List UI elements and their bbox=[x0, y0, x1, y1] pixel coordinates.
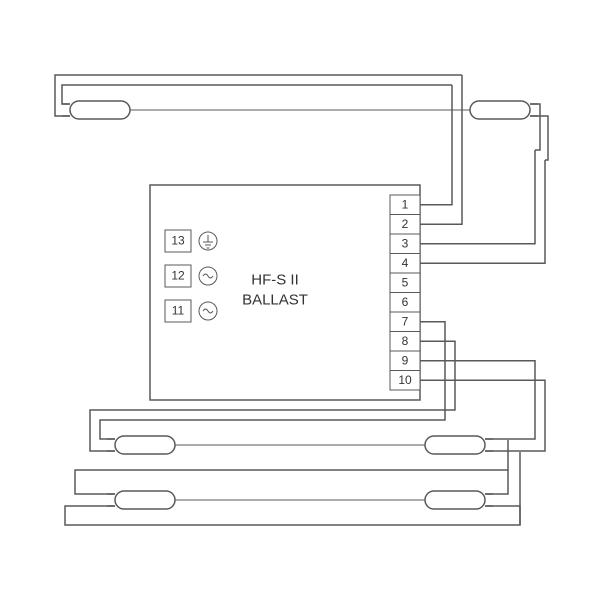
svg-text:10: 10 bbox=[398, 373, 412, 387]
svg-text:9: 9 bbox=[402, 353, 409, 367]
svg-text:3: 3 bbox=[402, 236, 409, 250]
lamp-bottom bbox=[107, 491, 493, 509]
svg-text:1: 1 bbox=[402, 197, 409, 211]
ballast-title-1: HF-S II bbox=[251, 271, 299, 288]
ballast-title-2: BALLAST bbox=[242, 291, 308, 308]
lamp-top bbox=[62, 101, 538, 119]
svg-text:11: 11 bbox=[172, 304, 185, 318]
lamp-middle bbox=[107, 436, 493, 454]
svg-text:13: 13 bbox=[171, 234, 185, 248]
svg-text:5: 5 bbox=[402, 275, 409, 289]
svg-text:12: 12 bbox=[171, 269, 185, 283]
svg-text:7: 7 bbox=[402, 314, 409, 328]
svg-text:8: 8 bbox=[402, 334, 409, 348]
svg-text:2: 2 bbox=[402, 217, 409, 231]
wiring-diagram: HF-S IIBALLAST12345678910131211 bbox=[0, 0, 600, 600]
ballast: HF-S IIBALLAST12345678910131211 bbox=[150, 185, 420, 400]
svg-text:4: 4 bbox=[402, 256, 409, 270]
svg-text:6: 6 bbox=[402, 295, 409, 309]
